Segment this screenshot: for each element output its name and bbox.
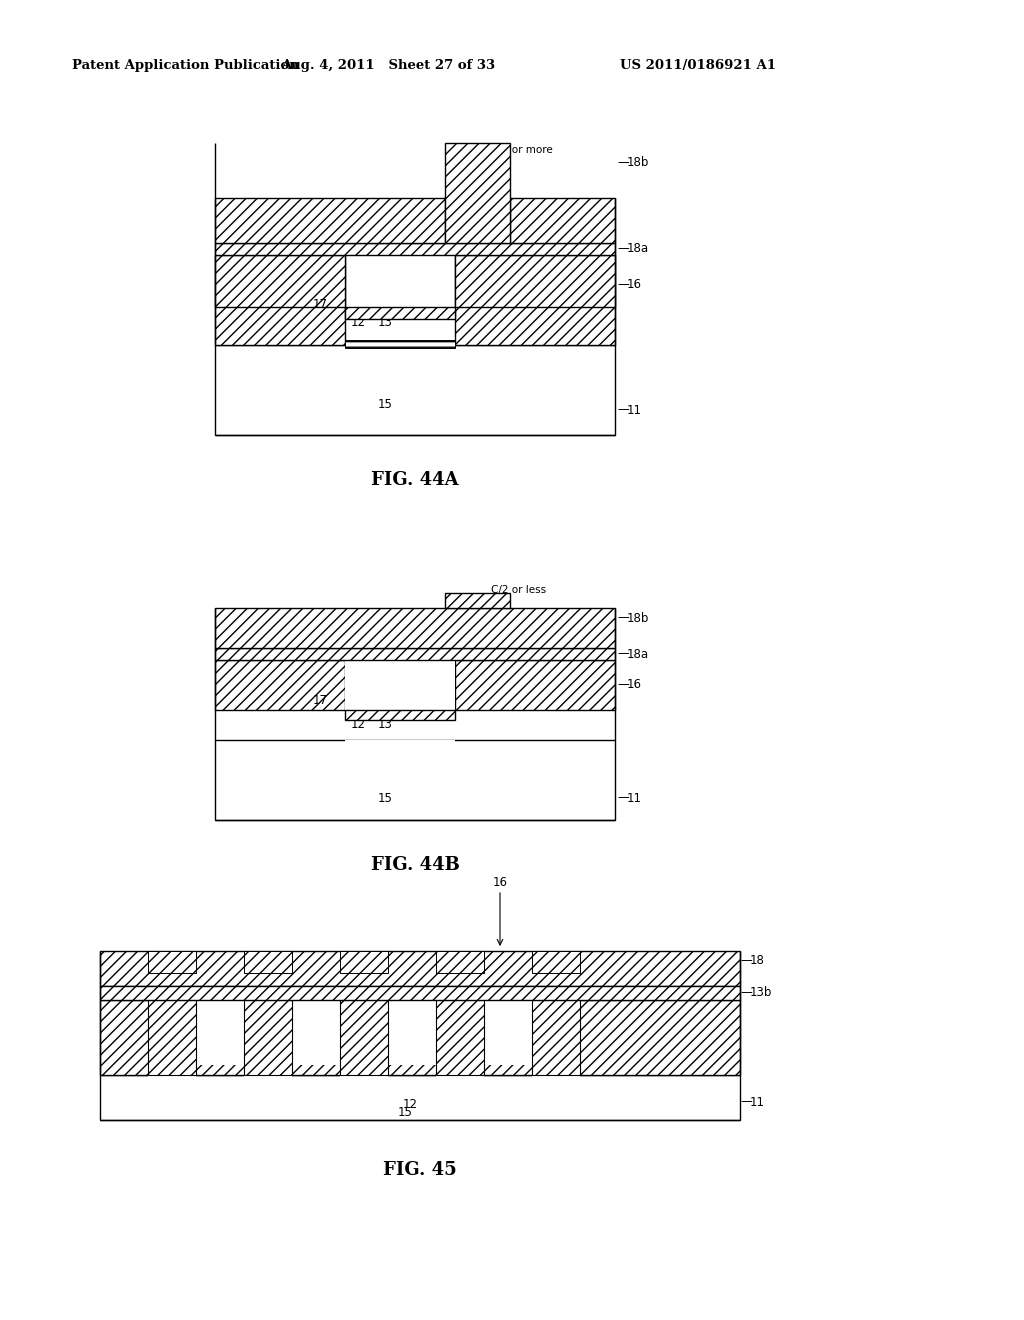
Text: 13a: 13a (450, 1056, 472, 1069)
Bar (148, 1045, 196, 1053)
Bar (345, 308, 455, 319)
Bar (345, 710, 455, 718)
Text: Aug. 4, 2011   Sheet 27 of 33: Aug. 4, 2011 Sheet 27 of 33 (281, 58, 495, 71)
Polygon shape (215, 255, 345, 308)
Bar (436, 1074, 484, 1110)
Text: 12: 12 (402, 1098, 418, 1111)
Text: Patent Application Publication: Patent Application Publication (72, 58, 299, 71)
Bar (345, 660, 455, 710)
Bar (388, 1001, 436, 1065)
Bar (340, 1045, 388, 1053)
Bar (148, 1001, 196, 1074)
Text: FIG. 44B: FIG. 44B (371, 855, 460, 874)
Bar (215, 741, 615, 820)
Text: 13: 13 (378, 317, 392, 330)
Text: C/2 or less: C/2 or less (490, 585, 546, 595)
Text: 18: 18 (750, 954, 765, 968)
Text: 16: 16 (627, 678, 642, 692)
Text: 16: 16 (493, 875, 508, 888)
Text: 15: 15 (397, 1106, 413, 1118)
Text: 15: 15 (378, 399, 392, 412)
Bar (436, 1045, 484, 1053)
Bar (100, 986, 740, 1001)
Polygon shape (455, 255, 615, 308)
Text: 12: 12 (350, 317, 366, 330)
Text: —: — (740, 986, 752, 999)
Text: —: — (617, 243, 629, 256)
Text: C/2 or more: C/2 or more (490, 145, 553, 154)
Text: 11: 11 (627, 404, 642, 417)
Bar (148, 1074, 196, 1110)
Bar (532, 1001, 580, 1074)
Text: 13: 13 (378, 718, 392, 730)
Text: 18b: 18b (627, 157, 649, 169)
Text: US 2011/0186921 A1: US 2011/0186921 A1 (620, 58, 776, 71)
Bar (100, 1074, 740, 1119)
Bar (484, 1001, 532, 1065)
Polygon shape (455, 660, 615, 710)
Bar (292, 1001, 340, 1065)
Text: —: — (617, 648, 629, 660)
Text: 17: 17 (312, 693, 328, 706)
Text: 11: 11 (627, 792, 642, 804)
Bar (445, 143, 510, 243)
Bar (100, 1001, 740, 1074)
Bar (244, 1001, 292, 1074)
Text: FIG. 44A: FIG. 44A (371, 471, 459, 488)
Bar (455, 255, 615, 345)
Bar (215, 609, 615, 648)
Text: 13b: 13b (750, 986, 772, 999)
Text: —: — (740, 954, 752, 968)
Bar (244, 1045, 292, 1053)
Bar (215, 345, 615, 436)
Polygon shape (215, 660, 345, 710)
Text: 16: 16 (627, 279, 642, 292)
Text: 12: 12 (350, 718, 366, 730)
Bar (510, 198, 615, 243)
Bar (532, 1074, 580, 1110)
Bar (215, 255, 345, 345)
Bar (215, 243, 615, 255)
Text: 11: 11 (750, 1096, 765, 1109)
Bar (532, 950, 580, 973)
Text: —: — (617, 279, 629, 292)
Text: 18b: 18b (627, 611, 649, 624)
Text: —: — (740, 1096, 752, 1109)
Text: —: — (617, 404, 629, 417)
Text: —: — (617, 792, 629, 804)
Text: c: c (474, 191, 480, 202)
Text: 15: 15 (378, 792, 392, 804)
Bar (340, 1074, 388, 1110)
Bar (244, 950, 292, 973)
Bar (340, 1001, 388, 1074)
Bar (148, 950, 196, 973)
Bar (340, 950, 388, 973)
Text: —: — (617, 678, 629, 692)
Bar (215, 198, 445, 243)
Bar (196, 1001, 244, 1065)
Text: —: — (617, 157, 629, 169)
Text: —: — (617, 611, 629, 624)
Text: 18a: 18a (627, 648, 649, 660)
Text: 18a: 18a (627, 243, 649, 256)
Bar (244, 1074, 292, 1110)
Text: FIG. 45: FIG. 45 (383, 1162, 457, 1179)
Bar (436, 950, 484, 973)
Bar (445, 593, 510, 609)
Bar (436, 1001, 484, 1074)
Bar (345, 341, 455, 348)
Bar (345, 741, 455, 795)
Bar (345, 345, 455, 405)
Bar (100, 950, 740, 986)
Bar (345, 710, 455, 719)
Text: 17: 17 (312, 298, 328, 312)
Text: c: c (474, 605, 480, 614)
Bar (532, 1045, 580, 1053)
Bar (215, 648, 615, 660)
Bar (345, 255, 455, 308)
